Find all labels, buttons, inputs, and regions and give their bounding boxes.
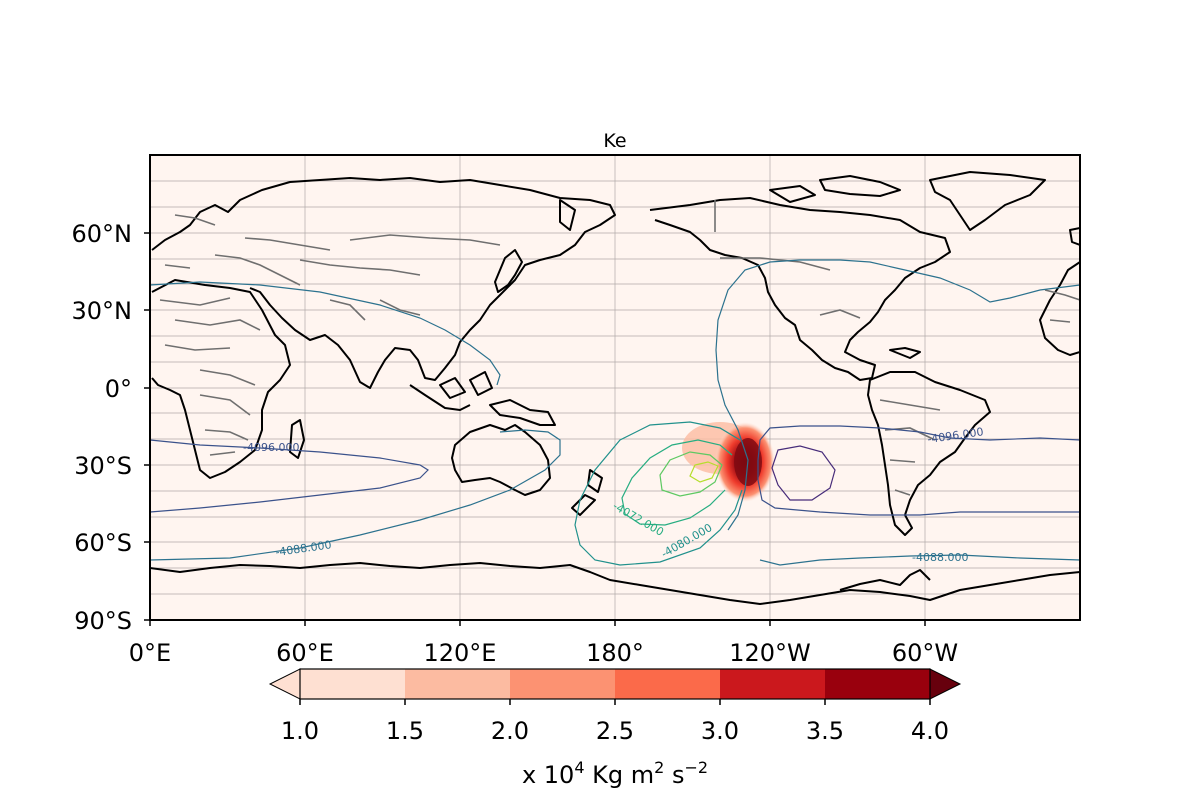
colorbar-tick-label: 2.5 [596,717,634,745]
colorbar-bin [300,669,405,699]
colorbar-tick-label: 2.0 [491,717,529,745]
colorbar: 1.0 1.5 2.0 2.5 3.0 3.5 4.0 x 104 Kg m2 … [268,668,962,789]
coastlines [150,171,1080,605]
longitude-axis: 0°E 60°E 120°E 180° 120°W 60°W [129,620,958,667]
lat-tick-label: 0° [105,375,132,403]
graticule [150,155,1080,620]
map-panel: -4096.000 -4096.000 -4088.000 -4088.000 … [150,155,1080,620]
latitude-axis: 60°N 30°N 0° 30°S 60°S 90°S [72,220,150,635]
colorbar-bin [825,669,930,699]
colorbar-unit-label: x 104 Kg m2 s−2 [522,758,708,789]
colorbar-tick-label: 1.5 [386,717,424,745]
lon-tick-label: 180° [586,639,644,667]
colorbar-tick-label: 4.0 [911,717,949,745]
lat-tick-label: 30°N [72,297,133,325]
lat-tick-label: 30°S [74,452,132,480]
lon-tick-label: 120°E [424,639,497,667]
colorbar-tick-label: 3.0 [701,717,739,745]
colorbar-extend-min [268,668,301,700]
map-title: Ke [603,130,626,152]
lon-tick-label: 60°E [276,639,334,667]
contour-lines [150,259,1080,566]
colorbar-tick-label: 3.5 [806,717,844,745]
contour-label: -4096.000 [243,441,299,454]
colorbar-bin [405,669,510,699]
colorbar-tick-label: 1.0 [281,717,319,745]
lon-tick-label: 0°E [129,639,171,667]
lat-tick-label: 90°S [74,607,132,635]
colorbar-extend-max [929,668,962,700]
lat-tick-label: 60°S [74,529,132,557]
lat-tick-label: 60°N [72,220,133,248]
colorbar-bin [510,669,615,699]
country-borders [159,200,1080,496]
lon-tick-label: 120°W [729,639,811,667]
colorbar-bin [615,669,720,699]
colorbar-bin [720,669,825,699]
contour-label: -4088.000 [912,551,968,564]
lon-tick-label: 60°W [892,639,958,667]
